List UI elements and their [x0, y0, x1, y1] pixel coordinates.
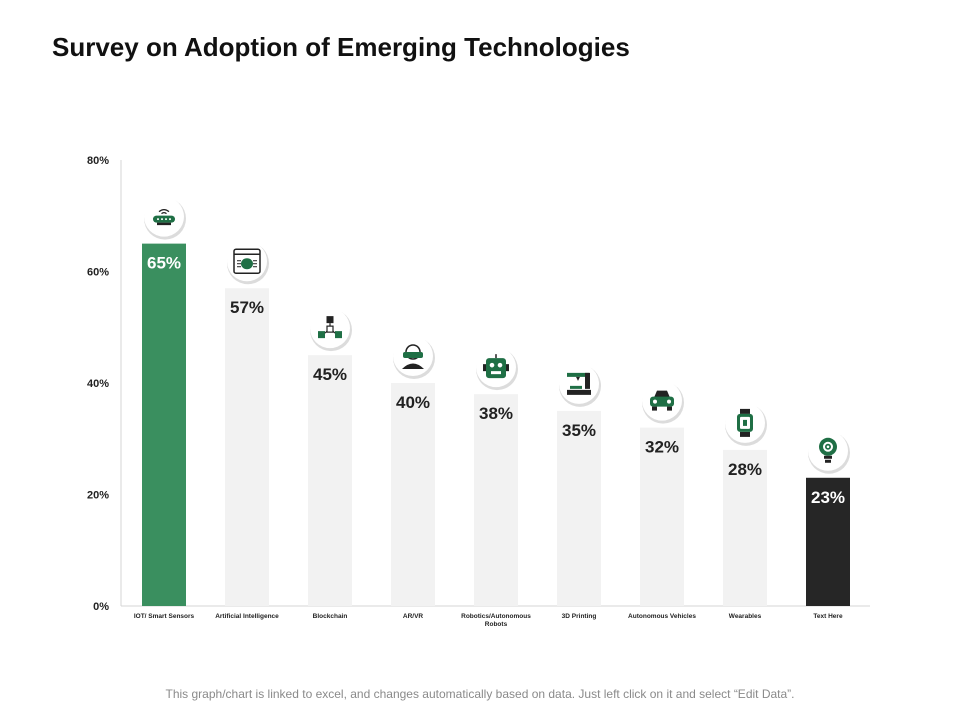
data-label: 65% — [147, 254, 181, 273]
x-tick-label: Robots — [485, 621, 508, 628]
bar[interactable] — [308, 355, 352, 606]
ai-chip-icon — [227, 241, 269, 285]
blockchain-icon — [310, 308, 352, 352]
x-tick-label: IOT/ Smart Sensors — [134, 613, 195, 620]
y-tick-label: 20% — [87, 490, 109, 502]
3d-printer-icon — [559, 363, 601, 407]
bar[interactable] — [142, 243, 186, 606]
bar-chart[interactable]: 0% 20% 40% 60% 80% 65% IOT/ Smart Sensors 57% Ar… — [0, 0, 960, 680]
x-tick-label: Artificial Intelligence — [215, 613, 279, 620]
car-icon — [642, 380, 684, 424]
y-tick-label: 0% — [93, 601, 109, 613]
data-label: 32% — [645, 438, 679, 457]
data-label: 35% — [562, 421, 596, 440]
y-tick-label: 60% — [87, 267, 109, 279]
vr-headset-icon — [393, 336, 435, 379]
smartwatch-icon — [725, 402, 767, 446]
bar[interactable] — [391, 383, 435, 606]
bar[interactable] — [806, 477, 850, 606]
x-tick-label: 3D Printing — [562, 613, 597, 620]
bar[interactable] — [474, 394, 518, 606]
data-label: 40% — [396, 393, 430, 412]
footer-note: This graph/chart is linked to excel, and… — [165, 687, 795, 701]
lightbulb-gear-icon — [808, 430, 850, 474]
bar[interactable] — [225, 288, 269, 606]
x-tick-label: Autonomous Vehicles — [628, 613, 696, 620]
data-label: 28% — [728, 460, 762, 479]
x-tick-label: Wearables — [729, 613, 762, 620]
data-label: 23% — [811, 488, 845, 507]
bar[interactable] — [640, 427, 684, 606]
data-label: 57% — [230, 298, 264, 317]
bar[interactable] — [723, 449, 767, 606]
x-tick-label: AR/VR — [403, 613, 424, 620]
data-label: 38% — [479, 404, 513, 423]
y-tick-label: 40% — [87, 378, 109, 390]
x-tick-label: Robotics/Autonomous — [461, 613, 531, 620]
wifi-router-icon — [144, 196, 186, 240]
x-tick-label: Blockchain — [313, 613, 348, 620]
page-title: Survey on Adoption of Emerging Technolog… — [52, 32, 630, 62]
x-tick-label: Text Here — [813, 613, 843, 620]
bar[interactable] — [557, 410, 601, 606]
y-tick-label: 80% — [87, 155, 109, 167]
robot-icon — [476, 347, 518, 391]
data-label: 45% — [313, 365, 347, 384]
